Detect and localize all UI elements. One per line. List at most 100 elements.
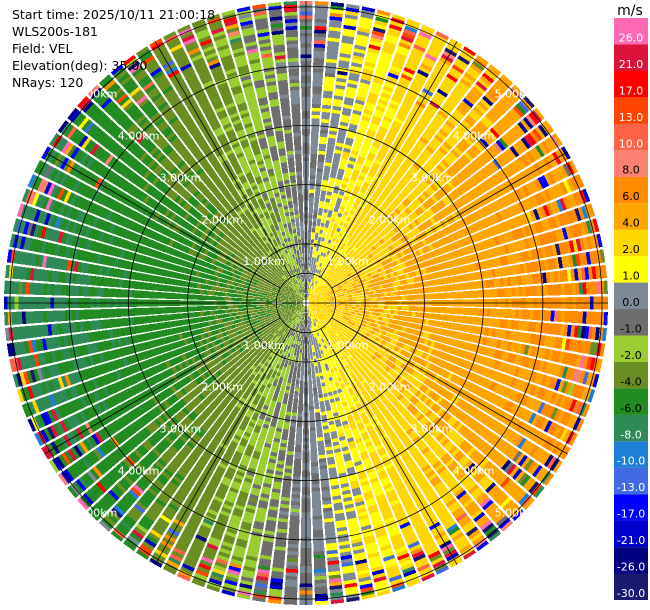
velocity-gate (591, 266, 597, 280)
velocity-gate (322, 294, 327, 297)
velocity-gate (361, 184, 369, 191)
velocity-gate (389, 328, 395, 334)
velocity-gate (418, 248, 424, 255)
velocity-gate (308, 384, 313, 389)
velocity-gate (310, 157, 317, 162)
velocity-gate (323, 287, 327, 291)
velocity-gate (525, 183, 534, 195)
velocity-gate (315, 272, 319, 277)
velocity-gate (327, 298, 331, 301)
velocity-gate (344, 170, 352, 176)
velocity-gate (378, 182, 386, 189)
velocity-gate (416, 217, 423, 224)
velocity-gate (418, 31, 432, 40)
velocity-gate (345, 270, 350, 275)
velocity-gate (311, 295, 315, 299)
velocity-gate (353, 285, 357, 289)
velocity-gate (388, 193, 396, 200)
velocity-gate (422, 191, 430, 199)
velocity-gate (315, 297, 320, 300)
velocity-gate (378, 58, 391, 65)
velocity-gate (542, 272, 547, 284)
velocity-gate (307, 285, 309, 289)
velocity-gate (543, 259, 549, 271)
velocity-gate (452, 176, 461, 186)
velocity-gate (547, 171, 556, 185)
velocity-gate (490, 308, 495, 317)
velocity-gate (485, 337, 491, 347)
velocity-gate (311, 290, 314, 294)
velocity-gate (424, 245, 431, 253)
velocity-gate (341, 35, 355, 41)
velocity-gate (385, 283, 390, 288)
velocity-gate (347, 213, 354, 219)
velocity-gate (352, 169, 360, 175)
velocity-gate (440, 292, 445, 299)
velocity-gate (456, 258, 462, 266)
velocity-gate (424, 163, 433, 171)
velocity-gate (312, 304, 317, 306)
velocity-gate (360, 212, 366, 218)
velocity-gate (411, 229, 418, 236)
velocity-gate (341, 180, 349, 186)
velocity-gate (346, 315, 351, 319)
velocity-gate (358, 191, 365, 197)
velocity-gate (331, 163, 339, 169)
velocity-gate (313, 65, 324, 70)
velocity-gate (374, 319, 379, 324)
velocity-gate (413, 276, 418, 283)
velocity-gate (336, 227, 341, 233)
velocity-gate (337, 212, 343, 218)
velocity-gate (337, 305, 342, 308)
velocity-gate (418, 312, 423, 318)
velocity-gate (321, 118, 330, 124)
velocity-gate (468, 131, 478, 141)
velocity-gate (427, 251, 434, 259)
velocity-gate (517, 252, 523, 263)
velocity-gate (342, 31, 355, 38)
velocity-gate (396, 330, 402, 336)
velocity-gate (425, 145, 435, 154)
velocity-gate (367, 152, 376, 159)
velocity-gate (315, 229, 320, 234)
velocity-gate (352, 261, 357, 266)
velocity-gate (319, 283, 323, 287)
velocity-gate (358, 307, 363, 311)
velocity-gate (360, 249, 366, 255)
velocity-gate (420, 262, 426, 269)
velocity-gate (481, 135, 492, 146)
velocity-gate (317, 361, 321, 366)
velocity-gate (329, 173, 337, 179)
velocity-gate (308, 338, 311, 342)
velocity-gate (408, 289, 413, 295)
velocity-gate (466, 149, 476, 160)
velocity-gate (309, 285, 311, 290)
velocity-gate (476, 308, 480, 316)
velocity-gate (559, 181, 569, 195)
velocity-gate (329, 19, 342, 25)
velocity-gate (495, 212, 503, 222)
velocity-gate (496, 198, 505, 209)
velocity-gate (338, 232, 343, 238)
velocity-gate (533, 107, 545, 121)
velocity-gate (342, 177, 350, 183)
velocity-gate (322, 260, 326, 265)
velocity-gate (520, 356, 527, 367)
velocity-gate (452, 259, 458, 267)
velocity-gate (322, 293, 326, 297)
velocity-gate (333, 152, 341, 158)
velocity-gate (416, 121, 426, 130)
velocity-gate (582, 371, 589, 385)
velocity-gate (454, 283, 459, 291)
velocity-gate (484, 327, 490, 336)
velocity-gate (432, 37, 446, 47)
velocity-gate (461, 195, 470, 204)
velocity-gate (396, 232, 403, 239)
velocity-gate (312, 299, 317, 301)
velocity-gate (561, 283, 566, 296)
velocity-gate (481, 207, 489, 217)
velocity-gate (442, 277, 447, 285)
velocity-gate (352, 299, 356, 302)
velocity-gate (532, 128, 543, 141)
velocity-gate (497, 288, 502, 298)
